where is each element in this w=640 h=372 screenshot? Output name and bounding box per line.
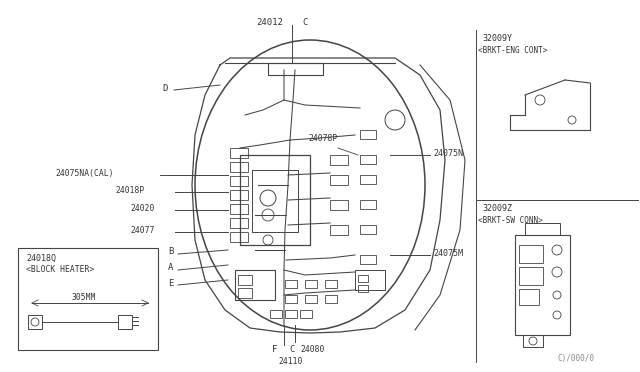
Bar (238, 275, 252, 285)
Bar (238, 288, 252, 298)
Text: 24075N: 24075N (433, 148, 463, 157)
Text: 32009Z: 32009Z (482, 203, 512, 212)
Bar (240, 155, 310, 245)
Text: 24077: 24077 (130, 225, 154, 234)
Bar (230, 176, 248, 186)
Bar (358, 285, 368, 292)
Bar (519, 245, 543, 263)
Bar (285, 295, 297, 303)
Text: D: D (162, 83, 168, 93)
Text: F: F (272, 346, 277, 355)
Bar (360, 155, 376, 164)
Bar (230, 162, 248, 172)
Bar (360, 175, 376, 184)
Bar (235, 270, 275, 300)
Text: 24080: 24080 (300, 346, 324, 355)
Text: <BLOCK HEATER>: <BLOCK HEATER> (26, 266, 94, 275)
Bar (358, 275, 368, 282)
Bar (118, 315, 132, 329)
Bar (268, 63, 323, 75)
Bar (515, 235, 570, 335)
Bar (230, 148, 248, 158)
Bar (523, 335, 543, 347)
Bar (355, 270, 385, 290)
Text: B: B (168, 247, 173, 257)
Bar (360, 130, 376, 139)
Text: 24020: 24020 (130, 203, 154, 212)
Bar (270, 310, 282, 318)
Bar (230, 218, 248, 228)
Text: 24018P: 24018P (115, 186, 144, 195)
Bar (230, 190, 248, 200)
Text: 24075M: 24075M (433, 248, 463, 257)
Text: E: E (168, 279, 173, 288)
Bar (325, 280, 337, 288)
Text: 24110: 24110 (278, 357, 302, 366)
Bar (325, 295, 337, 303)
Bar (360, 200, 376, 209)
Bar (285, 280, 297, 288)
Bar (519, 289, 539, 305)
Text: 24075NA(CAL): 24075NA(CAL) (55, 169, 113, 177)
Bar (28, 315, 42, 329)
Bar (360, 255, 376, 264)
Bar (305, 280, 317, 288)
Bar (525, 223, 560, 235)
Bar (305, 295, 317, 303)
Text: C: C (289, 346, 294, 355)
Bar (330, 155, 348, 165)
Bar (230, 232, 248, 242)
Bar (360, 225, 376, 234)
Bar (330, 175, 348, 185)
Text: C)/000/0: C)/000/0 (558, 353, 595, 362)
Bar (330, 225, 348, 235)
Text: <BRKT-SW CONN>: <BRKT-SW CONN> (478, 215, 543, 224)
Text: 305MM: 305MM (72, 294, 97, 302)
Bar (230, 204, 248, 214)
Bar (18, 248, 158, 350)
Bar (252, 170, 298, 232)
Text: 24018Q: 24018Q (26, 253, 56, 263)
Bar (519, 267, 543, 285)
Bar (285, 310, 297, 318)
Text: C: C (302, 17, 307, 26)
Text: A: A (168, 263, 173, 273)
Bar (300, 310, 312, 318)
Text: 32009Y: 32009Y (482, 33, 512, 42)
Text: <BRKT-ENG CONT>: <BRKT-ENG CONT> (478, 45, 547, 55)
Text: 24078P: 24078P (308, 134, 337, 142)
Bar (330, 200, 348, 210)
Text: 24012: 24012 (256, 17, 283, 26)
